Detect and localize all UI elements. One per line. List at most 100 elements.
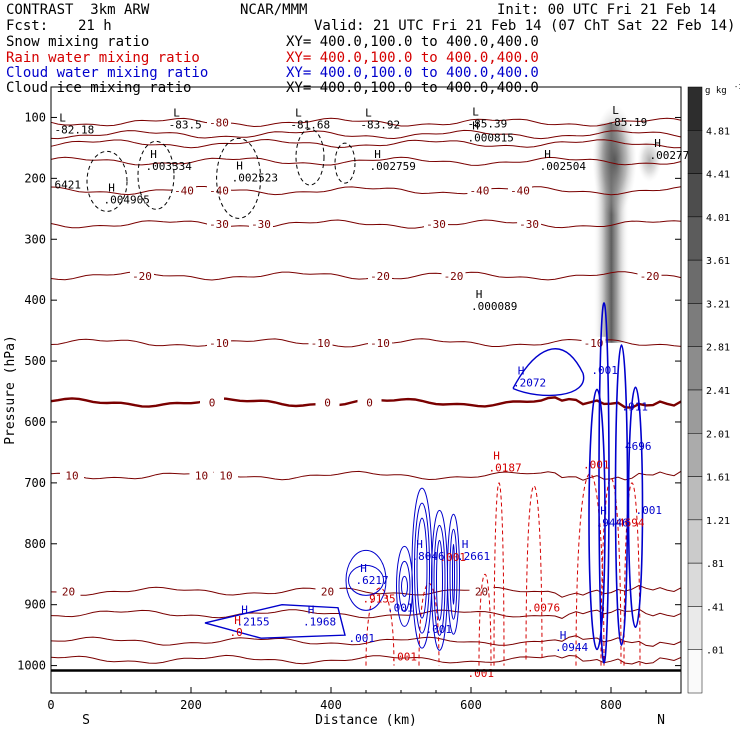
isotherm-label: 10 [219, 470, 232, 483]
y-tick-label: 1000 [17, 659, 46, 673]
isotherm-label: 10 [65, 470, 78, 483]
colorbar-cell [687, 86, 703, 131]
snow-contour [86, 150, 128, 212]
isotherm-label: -20 [132, 270, 152, 283]
center-title: NCAR/MMM [240, 2, 308, 18]
cloud-water-extremum-label: H [360, 562, 367, 575]
isotherm-label-bg [441, 269, 466, 283]
cloud-water-contour [447, 513, 460, 635]
cloud-water-contour [588, 388, 606, 651]
snow-contour [334, 142, 356, 184]
y-axis-title: Pressure (hPa) [3, 335, 18, 445]
rain-extremum-value: .0 [230, 626, 243, 639]
x-tick-label: 400 [320, 698, 342, 712]
isotherm-label-bg [60, 469, 84, 483]
snow-extremum-label: H [476, 288, 483, 301]
colorbar-cell [687, 173, 703, 218]
colorbar-level: 2.41 [706, 386, 730, 397]
cloud-water-extremum-value: .6217 [356, 574, 389, 587]
valid-time: Valid: 21 UTC Fri 21 Feb 14 (07 ChT Sat … [314, 18, 736, 34]
cloud-water-contour [598, 302, 610, 664]
rain-extremum-value: .001 [583, 459, 610, 472]
snow-extremum-value: -83.92 [360, 119, 400, 132]
cloud-water-contour [348, 564, 384, 596]
rain-extremum-label: H [234, 614, 241, 627]
cloud-water-extremum-value: .001 [349, 632, 376, 645]
isotherm-label: -10 [584, 337, 604, 350]
rain-extremum-value: .0187 [489, 462, 522, 475]
colorbar-cell [687, 303, 703, 347]
isotherm-line [50, 129, 682, 140]
isotherm-label-bg [207, 184, 231, 198]
cloud-water-extremum-label: H [462, 538, 469, 551]
cloud-water-extremum-value: .001 [426, 623, 453, 636]
isotherm-line [50, 338, 682, 348]
colorbar-cell [687, 606, 703, 650]
isotherm-label-bg [130, 269, 154, 283]
snow-extremum-value: .002523 [232, 172, 278, 185]
snow-extremum-value: -85.19 [608, 116, 648, 129]
snow-extremum-value: -83.5 [169, 119, 202, 132]
cloud-water-contour [398, 560, 411, 612]
y-tick-label: 800 [24, 537, 46, 551]
colorbar-level: 4.81 [706, 126, 730, 137]
colorbar-cell [687, 259, 703, 304]
field-name-snow: Snow mixing ratio [6, 34, 150, 50]
snow-extremum-value: .002759 [370, 160, 416, 173]
cloud-water-extremum-label: H [518, 364, 525, 377]
cloud-water-extremum-value: .0944 [555, 641, 588, 654]
cloud-water-extremum-label: H [416, 538, 423, 551]
isotherm-label: -10 [370, 337, 390, 350]
field-name-rain: Rain water mixing ratio [6, 50, 200, 66]
snow-contour [216, 137, 262, 219]
snow-extremum-value: .003334 [146, 160, 193, 173]
colorbar-cell [687, 389, 703, 434]
cloud-water-extremum-value: .001 [591, 364, 618, 377]
isotherm-label: -40 [510, 185, 530, 198]
isotherm-label-bg [637, 269, 662, 283]
isotherm-label-bg [517, 218, 542, 232]
snow-extremum-value: .002504 [540, 160, 587, 173]
isotherm-label: -10 [209, 337, 229, 350]
x-axis-title: Distance (km) [315, 713, 417, 728]
colorbar-cell [687, 216, 703, 261]
cloud-water-extremum-label: H [600, 504, 607, 517]
isotherm-label-bg [315, 396, 340, 410]
snow-extremum-label: H [108, 182, 115, 195]
cloud-water-contour [512, 348, 585, 397]
snow-extremum-value: -82.18 [55, 124, 95, 137]
cloud-water-extremum-value: .9446 [596, 516, 629, 529]
isotherm-label: -40 [209, 185, 229, 198]
snow-extremum-value: -81.68 [290, 119, 330, 132]
snow-extremum-label: H [374, 148, 381, 161]
snow-extremum-value: 6421 [55, 178, 82, 191]
snow-extremum-label: H [236, 160, 243, 173]
field-xy-cloud-ice: XY= 400.0,100.0 to 400.0,400.0 [286, 80, 539, 96]
rain-contour [365, 587, 395, 666]
init-time: Init: 00 UTC Fri 21 Feb 14 [497, 2, 717, 18]
extrema-labels: L-82.18L-83.5L-81.68L-83.92L-85.39L-85.1… [55, 104, 696, 680]
snow-extremum-label: L [612, 104, 619, 117]
cloud-water-contour [414, 502, 430, 634]
cloud-water-extremum-value: .2661 [457, 550, 490, 563]
cloud-water-contour [416, 517, 428, 619]
isotherm-label-bg [357, 396, 382, 410]
y-tick-label: 500 [24, 354, 46, 368]
snow-extremum-value: .002779 [650, 149, 696, 162]
isotherm-line [50, 117, 682, 128]
colorbar-unit: g kg [705, 86, 727, 96]
isotherm-label-bg [207, 218, 231, 232]
isotherm-label: -30 [519, 218, 539, 231]
isotherm-label-bg [172, 184, 196, 198]
colorbar: 4.81 4.41 4.01 3.61 3.21 2.81 2.41 2.01 1.61 1.21… [687, 83, 740, 694]
isotherm-label: 0 [324, 396, 331, 409]
isotherm-label-bg [249, 218, 273, 232]
cloud-water-extremum-value: .1968 [303, 616, 336, 629]
forecast-label: Fcst: [6, 18, 49, 34]
isotherm-contours: -80 -40 -40 -40 -40 -30 -30 -30 -30 -20 -20 -20 -20 -… [50, 116, 682, 665]
isotherm-label: 0 [209, 396, 216, 409]
y-tick-label: 100 [24, 110, 46, 124]
x-tick-label: 0 [47, 698, 54, 712]
rain-extremum-value: .001 [440, 551, 467, 564]
snow-contour [137, 140, 175, 210]
